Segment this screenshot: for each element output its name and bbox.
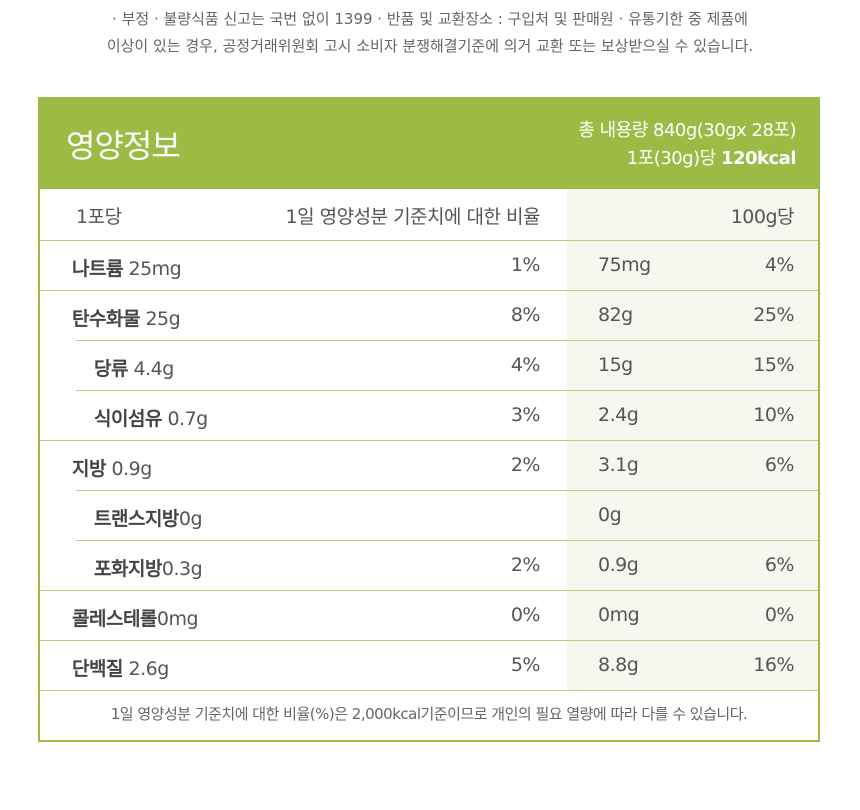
nutrition-header: 영양정보 총 내용량 840g(30gx 28포) 1포(30g)당 120kc… [40,99,818,189]
nutrient-daily-pct: 1% [510,254,541,276]
calories: 120kcal [720,148,797,169]
nutrient-pct-100g: 15% [753,354,794,376]
nutrient-name: 단백질 [72,658,123,680]
nutrient-daily-pct: 3% [510,404,541,426]
per-serving: 1포(30g)당 120kcal [578,145,797,173]
nutrient-daily-pct: 0% [510,604,541,626]
divider [76,390,818,391]
nutrient-amount: 0.7g [161,408,208,430]
nutrient-amount: 2.6g [122,658,169,680]
nutrient-amount-100g: 0g [598,504,622,526]
notice-line-2: 이상이 있는 경우, 공정거래위원회 고시 소비자 분쟁해결기준에 의거 교환 … [106,37,754,55]
nutrient-amount-100g: 2.4g [598,404,639,426]
nutrient-amount-100g: 8.8g [598,654,639,676]
nutrient-name: 트랜스지방 [94,508,179,530]
nutrient-row: 탄수화물 25g 8% 82g 25% [40,291,818,341]
nutrient-name: 나트륨 [72,258,123,280]
nutrient-pct-100g: 25% [753,304,794,326]
divider [76,340,818,341]
nutrient-daily-pct: 4% [510,354,541,376]
notice-line-1: · 부정 · 불량식품 신고는 국번 없이 1399 · 반품 및 교환장소 :… [112,10,748,28]
nutrition-title: 영양정보 [66,127,181,165]
divider [40,590,818,591]
nutrient-daily-pct: 8% [510,304,541,326]
divider [40,240,818,241]
divider [76,540,818,541]
divider [40,290,818,291]
per-serving-prefix: 1포(30g)당 [626,148,721,169]
nutrient-amount-100g: 3.1g [598,454,639,476]
nutrient-pct-100g: 6% [764,554,795,576]
nutrient-row: 단백질 2.6g 5% 8.8g 16% [40,641,818,691]
nutrient-row: 트랜스지방0g 0g [40,491,818,541]
nutrient-row: 지방 0.9g 2% 3.1g 6% [40,441,818,491]
nutrient-amount: 0mg [156,608,199,630]
divider [40,640,818,641]
nutrient-amount: 25mg [122,258,182,280]
column-per-pack: 1포당 [76,206,122,228]
nutrient-amount-100g: 15g [598,354,633,376]
divider [40,690,818,691]
nutrient-name-amount: 나트륨 25mg [72,254,182,281]
nutrient-row: 포화지방0.3g 2% 0.9g 6% [40,541,818,591]
per-100g-column-bg [567,189,818,690]
nutrient-name: 당류 [94,358,128,380]
nutrient-row: 식이섬유 0.7g 3% 2.4g 10% [40,391,818,441]
nutrient-name-amount: 포화지방0.3g [94,554,203,581]
notice-text: · 부정 · 불량식품 신고는 국번 없이 1399 · 반품 및 교환장소 :… [0,6,860,60]
nutrition-panel: 영양정보 총 내용량 840g(30gx 28포) 1포(30g)당 120kc… [38,97,820,742]
nutrient-daily-pct: 2% [510,554,541,576]
nutrient-name-amount: 탄수화물 25g [72,304,181,331]
nutrient-name: 탄수화물 [72,308,140,330]
divider [40,440,818,441]
column-header-row: 1포당 1일 영양성분 기준치에 대한 비율 100g당 [40,189,818,239]
nutrient-amount-100g: 82g [598,304,633,326]
nutrient-pct-100g: 4% [764,254,795,276]
nutrient-name: 지방 [72,458,106,480]
nutrient-name: 식이섬유 [94,408,162,430]
column-daily-ratio: 1일 영양성분 기준치에 대한 비율 [285,206,541,228]
divider [76,490,818,491]
nutrient-amount: 0.3g [161,558,203,580]
nutrient-row: 콜레스테롤0mg 0% 0mg 0% [40,591,818,641]
nutrient-name: 포화지방 [94,558,162,580]
nutrient-row: 나트륨 25mg 1% 75mg 4% [40,241,818,291]
nutrient-amount-100g: 75mg [598,254,651,276]
nutrient-name-amount: 당류 4.4g [94,354,174,381]
nutrient-daily-pct: 5% [510,654,541,676]
nutrient-amount-100g: 0mg [598,604,640,626]
total-content: 총 내용량 840g(30gx 28포) [578,120,796,141]
nutrient-pct-100g: 0% [764,604,795,626]
nutrient-daily-pct: 2% [510,454,541,476]
nutrient-row: 당류 4.4g 4% 15g 15% [40,341,818,391]
nutrient-amount-100g: 0.9g [598,554,639,576]
nutrient-name-amount: 식이섬유 0.7g [94,404,208,431]
nutrient-amount: 0g [178,508,203,530]
nutrient-name-amount: 단백질 2.6g [72,654,169,681]
nutrient-name-amount: 콜레스테롤0mg [72,604,199,631]
nutrient-amount: 4.4g [127,358,175,380]
nutrient-pct-100g: 6% [764,454,795,476]
nutrient-name-amount: 지방 0.9g [72,454,152,481]
serving-info: 총 내용량 840g(30gx 28포) 1포(30g)당 120kcal [578,117,796,173]
column-per-100g: 100g당 [730,206,795,228]
nutrient-amount: 0.9g [105,458,153,480]
nutrient-amount: 25g [139,308,181,330]
nutrient-name: 콜레스테롤 [72,608,157,630]
nutrient-name-amount: 트랜스지방0g [94,504,203,531]
nutrient-pct-100g: 16% [753,654,794,676]
footnote: 1일 영양성분 기준치에 대한 비율(%)은 2,000kcal기준이므로 개인… [110,705,748,723]
nutrient-pct-100g: 10% [753,404,794,426]
